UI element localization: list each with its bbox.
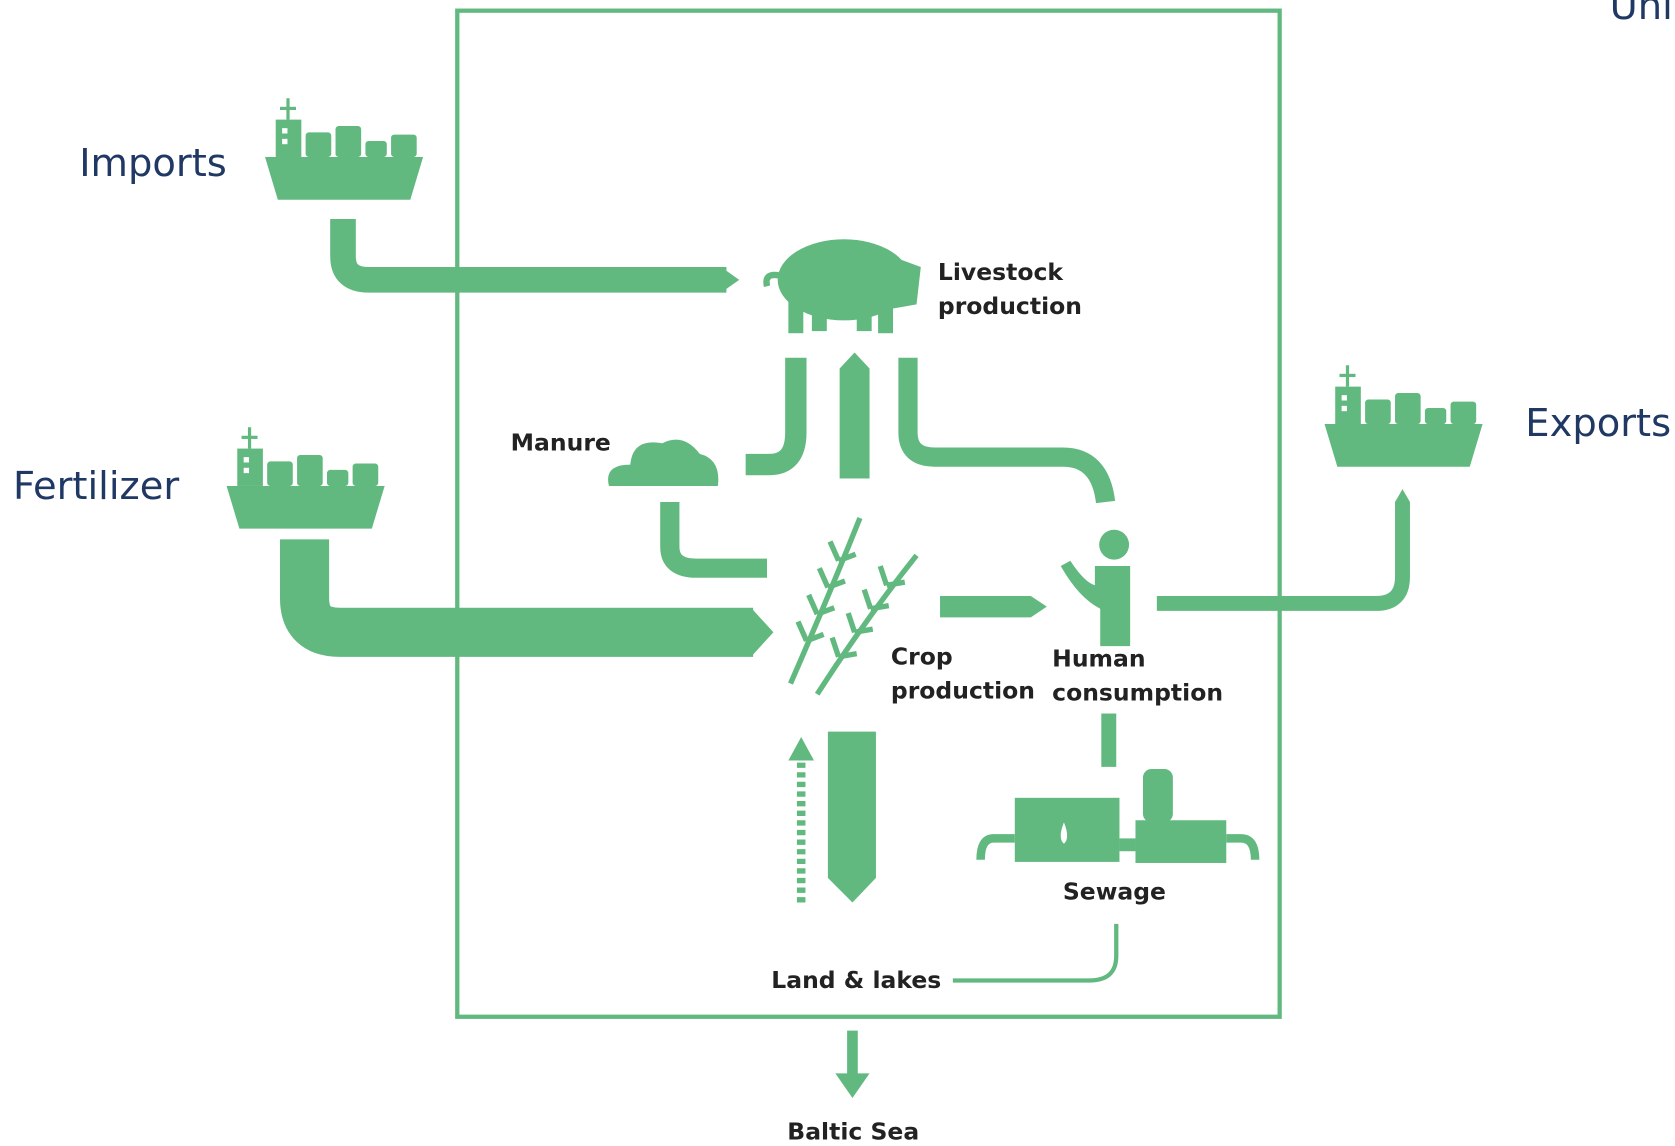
arrowhead (835, 1073, 870, 1098)
arrowhead (788, 736, 815, 761)
crop-label: Crop production (891, 642, 1035, 704)
fertilizer-label: Fertilizer (13, 464, 179, 509)
human-exports-flow (1156, 501, 1410, 611)
exports-ship (1324, 365, 1483, 467)
arrowhead (721, 267, 740, 293)
crop-human-flow (940, 595, 1047, 618)
pig-icon (763, 239, 921, 334)
crop-livestock-flow (839, 352, 870, 479)
fertilizer-flow (279, 539, 754, 657)
arrowhead (750, 607, 774, 657)
sewage-land-flow (952, 923, 1119, 983)
wheat-icon (788, 517, 919, 696)
fertilizer-ship (226, 427, 385, 529)
livestock-label: Livestock production (938, 258, 1082, 320)
imports-flow (330, 218, 727, 293)
manure-icon (608, 439, 719, 486)
land-label: Land & lakes (771, 966, 941, 994)
exports-label: Exports (1525, 401, 1671, 446)
arrowhead (1395, 489, 1410, 502)
manure-crop-flow (660, 501, 768, 578)
livestock-human-flow (898, 357, 1116, 504)
region-box (455, 8, 1282, 1019)
imports-label: Imports (79, 141, 227, 186)
sewage-icon (976, 768, 1260, 863)
imports-ship (265, 98, 424, 200)
corner-text: Uni (1610, 0, 1673, 29)
human-label: Human consumption (1052, 644, 1223, 706)
sewage-label: Sewage (1063, 877, 1166, 905)
sea-label: Baltic Sea (787, 1118, 919, 1146)
manure-label: Manure (511, 429, 611, 457)
livestock-manure-flow (745, 357, 807, 476)
person-icon (1060, 529, 1131, 647)
crop-land-flow (827, 731, 876, 903)
